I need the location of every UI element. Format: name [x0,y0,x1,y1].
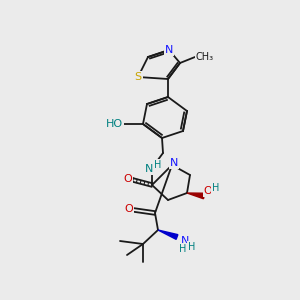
Text: H: H [188,242,196,252]
Text: H: H [212,183,220,193]
Text: N: N [181,236,189,246]
Text: N: N [145,164,153,174]
Text: H: H [179,244,187,254]
Polygon shape [158,230,178,239]
Text: O: O [124,204,134,214]
Text: O: O [204,186,212,196]
Polygon shape [187,193,205,199]
Text: N: N [165,45,173,55]
Text: S: S [134,72,142,82]
Text: CH₃: CH₃ [196,52,214,62]
Text: O: O [124,174,132,184]
Text: HO: HO [105,119,123,129]
Text: N: N [170,158,178,168]
Text: H: H [154,160,162,170]
